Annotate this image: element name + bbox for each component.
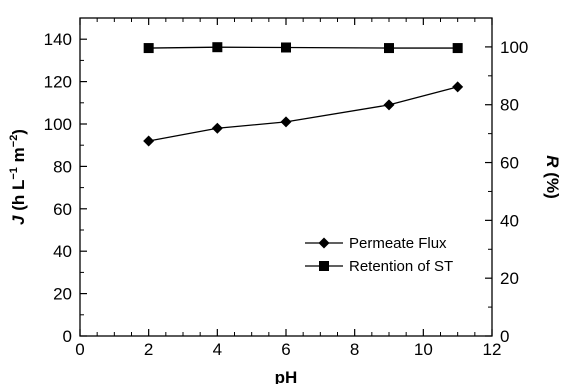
left-y-tick-label: 20 bbox=[53, 285, 72, 304]
legend-item-retention-of-st: Retention of ST bbox=[305, 258, 453, 275]
left-y-tick-label: 0 bbox=[63, 327, 72, 346]
left-y-tick-label: 80 bbox=[53, 157, 72, 176]
legend-marker bbox=[318, 237, 330, 249]
data-point-permeate-flux bbox=[211, 122, 223, 134]
data-point-retention-of-st bbox=[452, 43, 463, 54]
right-y-tick-label: 20 bbox=[500, 269, 519, 288]
left-y-tick-label: 120 bbox=[44, 73, 72, 92]
x-tick-label: 8 bbox=[350, 340, 359, 359]
left-y-tick-label: 100 bbox=[44, 115, 72, 134]
series-retention-of-st bbox=[143, 42, 463, 54]
axes bbox=[79, 17, 493, 337]
data-point-retention-of-st bbox=[281, 42, 291, 53]
data-point-permeate-flux bbox=[452, 81, 464, 93]
left-y-axis-title: J (h L−1 m−2) bbox=[8, 129, 28, 225]
ticks bbox=[79, 18, 493, 337]
series-layer bbox=[143, 42, 464, 147]
legend-item-permeate-flux: Permeate Flux bbox=[305, 235, 447, 252]
right-y-tick-label: 0 bbox=[500, 327, 509, 346]
x-tick-label: 12 bbox=[483, 340, 502, 359]
x-tick-label: 10 bbox=[414, 340, 433, 359]
data-point-retention-of-st bbox=[212, 42, 223, 53]
data-point-permeate-flux bbox=[383, 99, 395, 111]
x-tick-label: 6 bbox=[281, 340, 290, 359]
legend-label: Retention of ST bbox=[349, 258, 453, 275]
legend: Permeate Flux Retention of ST bbox=[305, 235, 453, 275]
x-tick-label: 2 bbox=[144, 340, 153, 359]
legend-label: Permeate Flux bbox=[349, 235, 447, 252]
right-y-tick-label: 60 bbox=[500, 154, 519, 173]
series-line-permeate-flux bbox=[148, 86, 458, 142]
right-y-tick-label: 40 bbox=[500, 211, 519, 230]
legend-marker bbox=[319, 261, 329, 271]
data-point-retention-of-st bbox=[143, 43, 154, 54]
left-y-tick-label: 140 bbox=[44, 30, 72, 49]
data-point-permeate-flux bbox=[143, 135, 155, 147]
right-y-tick-label: 80 bbox=[500, 96, 519, 115]
x-axis-title: pH bbox=[275, 368, 298, 384]
x-tick-label: 0 bbox=[75, 340, 84, 359]
plot-frame bbox=[79, 17, 493, 337]
left-y-tick-label: 40 bbox=[53, 242, 72, 261]
data-point-permeate-flux bbox=[280, 116, 292, 128]
series-line-retention-of-st bbox=[148, 46, 458, 49]
left-y-tick-label: 60 bbox=[53, 200, 72, 219]
x-tick-label: 4 bbox=[213, 340, 222, 359]
data-point-retention-of-st bbox=[384, 43, 394, 54]
right-y-tick-label: 100 bbox=[500, 38, 528, 57]
series-permeate-flux bbox=[143, 81, 464, 147]
right-y-axis-title: R (%) bbox=[543, 155, 562, 198]
